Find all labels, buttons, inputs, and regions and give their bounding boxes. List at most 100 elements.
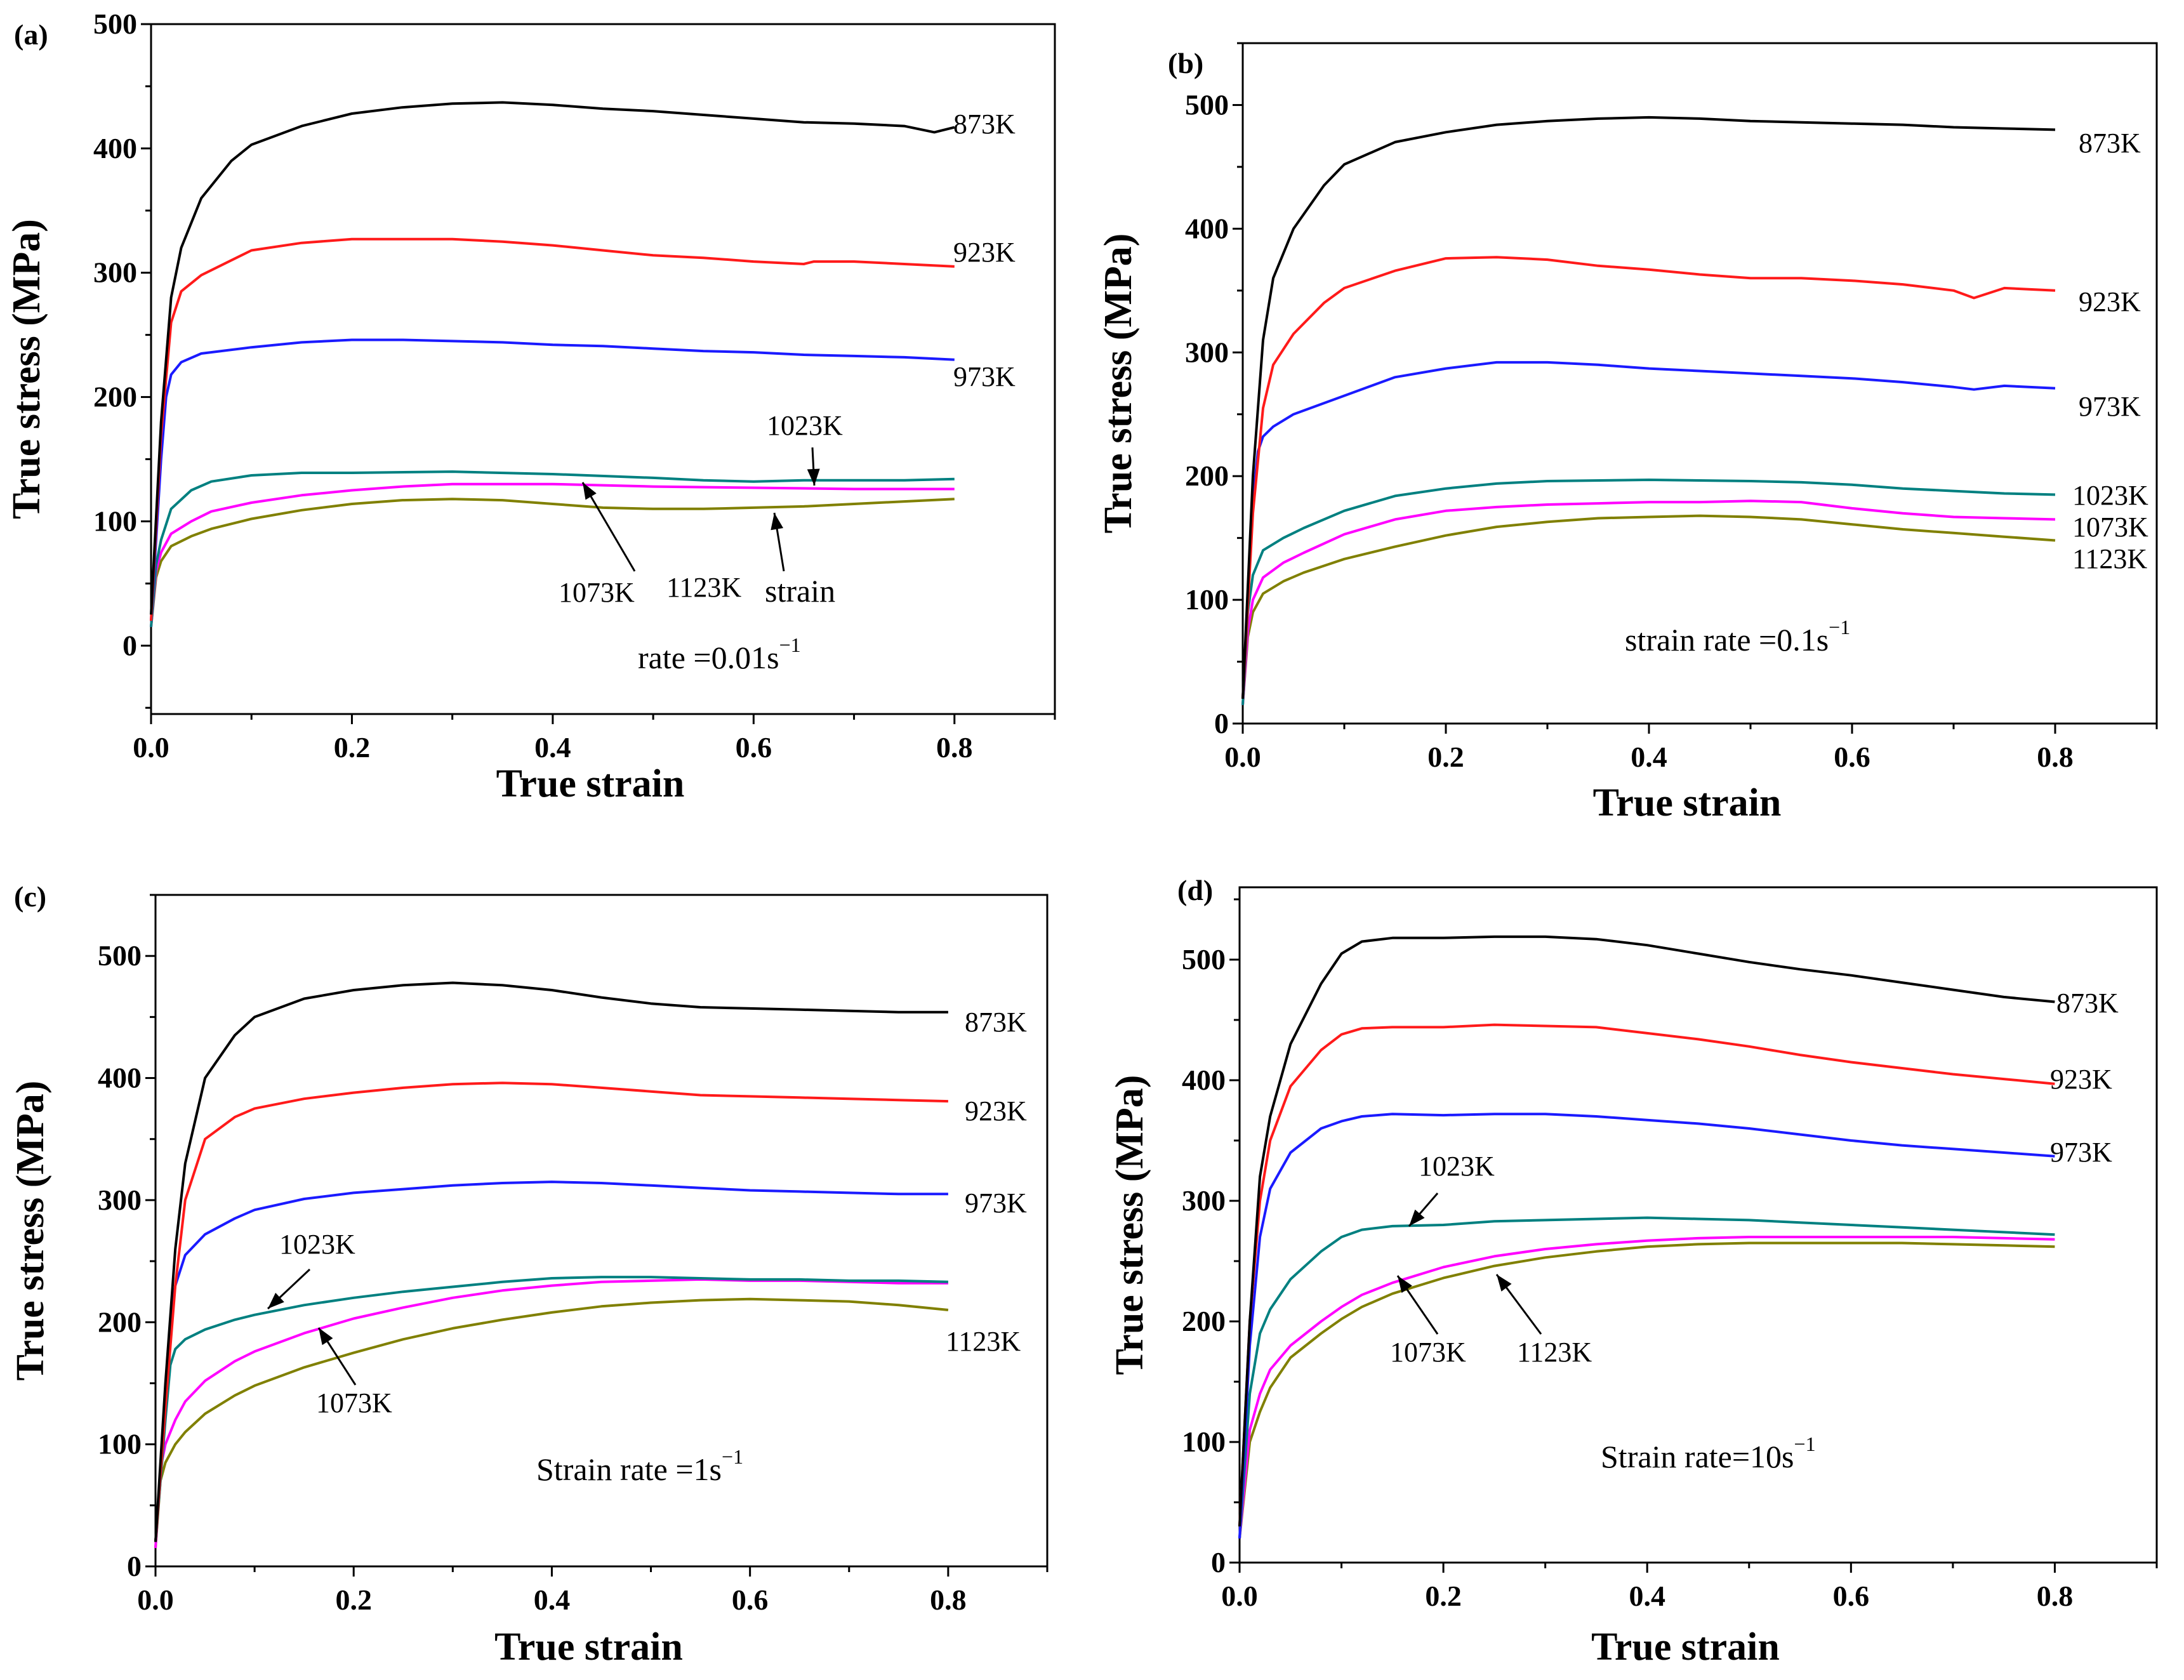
- chart-panel-4: 0.0 0.2 0.4 0.6 0.8 0 100 200 300 400 500 True stra…: [1108, 874, 2158, 1669]
- strain-rate-text: Strain rate=10s: [1601, 1439, 1794, 1474]
- y-axis-title: True stress (MPa): [1097, 234, 1140, 534]
- annotation-text: strain: [765, 573, 835, 609]
- y-tick-label: 0: [1214, 707, 1229, 739]
- series-label-1123K: 1123K: [1517, 1337, 1592, 1368]
- panel-label: (b): [1168, 47, 1203, 79]
- x-axis-title: True strain: [1593, 781, 1782, 824]
- y-tick-label: 100: [93, 505, 137, 537]
- strain-rate-note: Strain rate=10s−1: [1601, 1432, 1816, 1474]
- x-tick-label: 0.6: [1834, 741, 1870, 773]
- plot-frame: [150, 23, 1056, 715]
- x-tick-label: 0.6: [736, 731, 772, 764]
- y-tick-label: 500: [1182, 943, 1226, 976]
- x-tick-label: 0.2: [334, 731, 371, 764]
- y-tick-label: 100: [1185, 583, 1229, 616]
- series-label-1123K: 1123K: [2072, 543, 2147, 574]
- y-tick-label: 300: [1182, 1184, 1226, 1217]
- series-line-923K: [154, 1081, 948, 1542]
- chart-panel-2: 0.0 0.2 0.4 0.6 0.8 0 100 200 300 400 500 True stra…: [1097, 42, 2158, 824]
- series-label-923K: 923K: [953, 237, 1016, 268]
- series-line-923K: [1238, 1023, 2055, 1527]
- series-label-923K: 923K: [2050, 1064, 2112, 1095]
- x-tick-label: 0.0: [137, 1584, 174, 1616]
- strain-rate-exponent: −1: [1829, 616, 1850, 638]
- strain-rate-exponent: −1: [722, 1445, 743, 1468]
- annotation-arrow-head: [1409, 1209, 1425, 1226]
- y-tick-label: 300: [93, 256, 137, 289]
- strain-rate-exponent: −1: [1794, 1432, 1816, 1455]
- y-tick-label: 500: [93, 8, 137, 40]
- plot-frame: [1241, 42, 2158, 725]
- series-label-1023K: 1023K: [279, 1229, 355, 1260]
- y-tick-label: 200: [98, 1306, 142, 1338]
- plot-frame: [1238, 886, 2158, 1564]
- series-line-1073K: [1241, 499, 2056, 705]
- series-label-1123K: 1123K: [946, 1326, 1021, 1357]
- series-line-1123K: [154, 1297, 949, 1549]
- x-tick-label: 0.2: [335, 1584, 372, 1616]
- x-tick-label: 0.4: [534, 731, 571, 764]
- y-tick-label: 400: [1185, 212, 1229, 244]
- annotation-arrow-head: [771, 513, 784, 531]
- series-line-923K: [150, 237, 955, 621]
- series-label-873K: 873K: [2056, 988, 2119, 1019]
- x-axis-title: True strain: [494, 1625, 683, 1669]
- series-line-873K: [150, 101, 955, 615]
- strain-rate-note: rate =0.01s−1: [638, 633, 801, 675]
- y-tick-label: 400: [98, 1062, 142, 1094]
- series-line-1023K: [154, 1276, 948, 1542]
- series-line-973K: [154, 1181, 948, 1542]
- series-line-1023K: [1241, 479, 2056, 705]
- series-label-873K: 873K: [2079, 128, 2141, 159]
- series-label-873K: 873K: [965, 1007, 1027, 1038]
- series-label-1073K: 1073K: [2072, 512, 2148, 543]
- y-tick-label: 500: [1185, 88, 1229, 121]
- series-line-873K: [1238, 935, 2055, 1527]
- y-tick-label: 500: [98, 939, 142, 972]
- y-axis-title: True stress (MPa): [1108, 1075, 1151, 1375]
- series-label-873K: 873K: [953, 109, 1016, 140]
- x-axis-title: True strain: [496, 762, 685, 805]
- y-tick-label: 200: [93, 381, 137, 413]
- x-tick-label: 0.0: [1221, 1580, 1258, 1612]
- series-line-1073K: [150, 482, 955, 628]
- annotation-arrow: [581, 482, 636, 572]
- series-label-973K: 973K: [2050, 1137, 2112, 1168]
- x-tick-label: 0.4: [534, 1584, 571, 1616]
- series-line-1123K: [150, 498, 955, 628]
- chart-panel-1: 0.0 0.2 0.4 0.6 0.8 0 100 200 300 400 500 True stra…: [5, 8, 1056, 805]
- x-tick-label: 0.4: [1631, 741, 1667, 773]
- annotation-arrow-head: [319, 1328, 333, 1346]
- x-tick-label: 0.8: [2037, 1580, 2074, 1612]
- annotation-arrow-head: [807, 468, 820, 486]
- strain-rate-note: strain rate =0.1s−1: [1625, 616, 1850, 658]
- x-axis-title: True strain: [1591, 1625, 1780, 1669]
- strain-rate-note: Strain rate =1s−1: [536, 1445, 743, 1487]
- series-label-1023K: 1023K: [2072, 480, 2148, 511]
- y-tick-label: 400: [93, 132, 137, 164]
- y-tick-label: 200: [1182, 1305, 1226, 1337]
- annotation-arrow-head: [1497, 1274, 1512, 1292]
- series-line-873K: [1241, 116, 2056, 699]
- series-label-923K: 923K: [965, 1095, 1027, 1127]
- y-tick-label: 100: [1182, 1425, 1226, 1458]
- y-tick-label: 0: [1211, 1546, 1226, 1578]
- strain-rate-text: rate =0.01s: [638, 640, 779, 675]
- x-tick-label: 0.0: [133, 731, 169, 764]
- series-line-973K: [1241, 360, 2056, 699]
- series-label-923K: 923K: [2079, 286, 2141, 317]
- series-line-1123K: [1241, 514, 2056, 705]
- series-line-1123K: [1238, 1241, 2055, 1539]
- x-tick-label: 0.6: [1833, 1580, 1870, 1612]
- annotation-arrow-head: [268, 1292, 284, 1309]
- series-label-1073K: 1073K: [1390, 1337, 1466, 1368]
- x-tick-label: 0.6: [732, 1584, 769, 1616]
- panel-label: (d): [1177, 874, 1213, 906]
- series-line-973K: [1238, 1113, 2055, 1539]
- x-tick-label: 0.2: [1427, 741, 1464, 773]
- y-tick-label: 300: [98, 1184, 142, 1216]
- x-tick-label: 0.2: [1425, 1580, 1462, 1612]
- strain-rate-text: strain rate =0.1s: [1625, 622, 1829, 658]
- strain-rate-exponent: −1: [779, 633, 801, 656]
- x-tick-label: 0.8: [2037, 741, 2074, 773]
